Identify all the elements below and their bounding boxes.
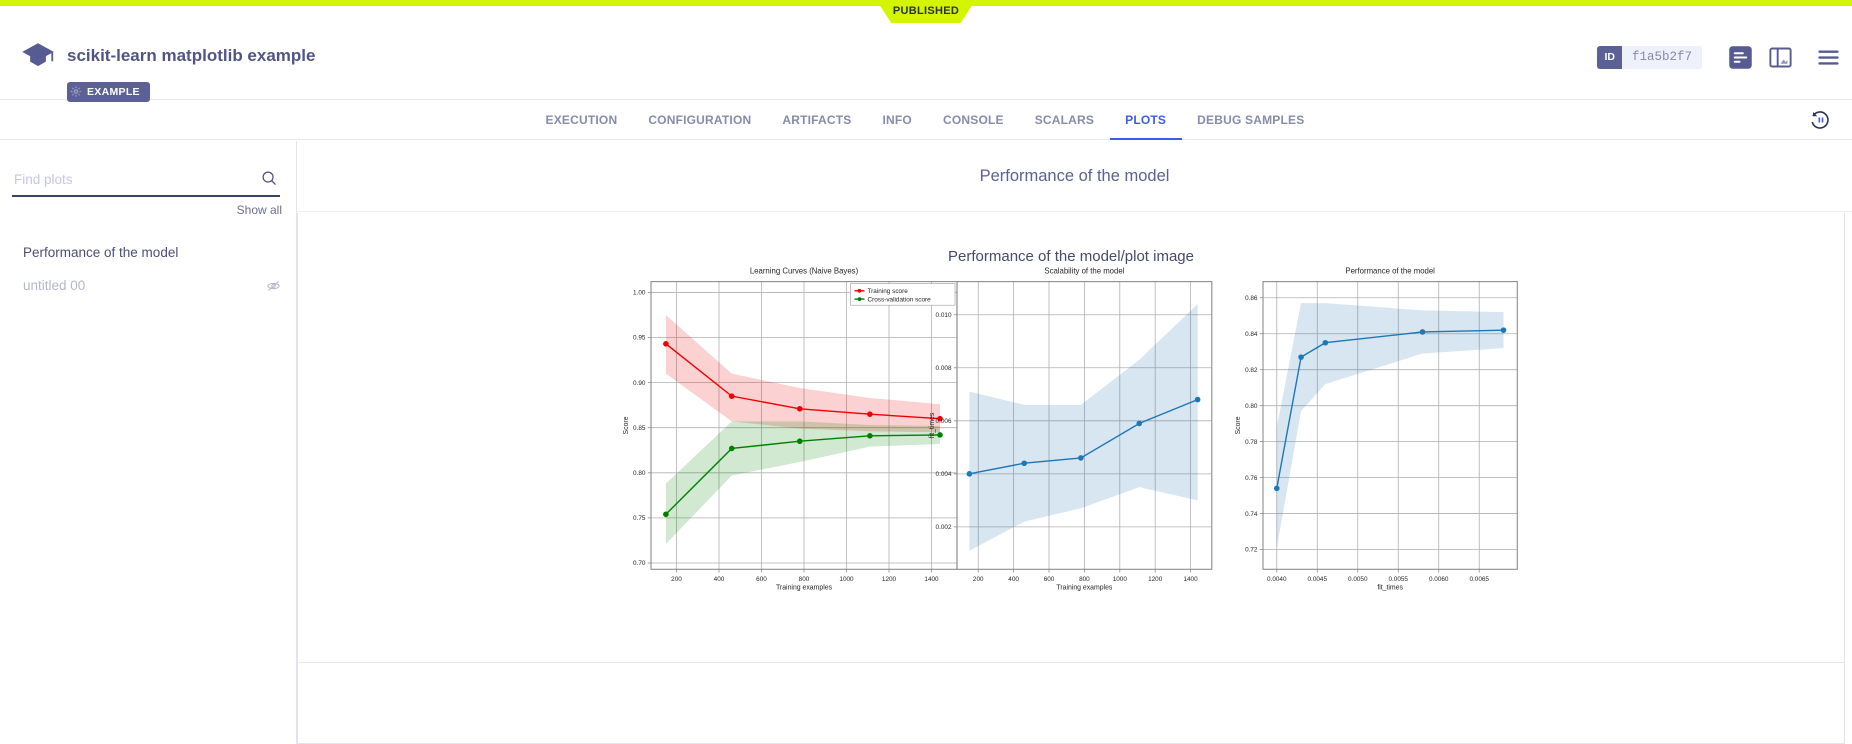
svg-text:0.76: 0.76 xyxy=(1245,475,1258,482)
svg-text:0.85: 0.85 xyxy=(633,425,646,432)
svg-text:Performance of the model: Performance of the model xyxy=(1345,267,1435,276)
svg-text:0.90: 0.90 xyxy=(633,380,646,387)
svg-text:0.86: 0.86 xyxy=(1245,295,1258,302)
svg-text:Cross-validation score: Cross-validation score xyxy=(867,296,931,303)
svg-text:0.002: 0.002 xyxy=(935,524,951,531)
svg-text:600: 600 xyxy=(1044,576,1055,583)
svg-text:Score: Score xyxy=(623,416,630,434)
svg-text:Training examples: Training examples xyxy=(776,585,833,592)
svg-text:400: 400 xyxy=(714,576,725,583)
svg-text:0.0040: 0.0040 xyxy=(1267,576,1287,583)
svg-text:Training examples: Training examples xyxy=(1056,584,1112,591)
svg-text:1.00: 1.00 xyxy=(633,290,646,297)
svg-text:0.80: 0.80 xyxy=(633,470,646,477)
svg-text:0.74: 0.74 xyxy=(1245,511,1258,518)
svg-text:0.75: 0.75 xyxy=(633,515,646,522)
svg-text:0.0065: 0.0065 xyxy=(1469,576,1489,583)
svg-text:0.84: 0.84 xyxy=(1245,331,1258,338)
svg-text:0.70: 0.70 xyxy=(633,560,646,567)
svg-text:0.95: 0.95 xyxy=(633,335,646,342)
svg-text:fit_times: fit_times xyxy=(1377,584,1403,591)
svg-text:0.0045: 0.0045 xyxy=(1307,576,1327,583)
svg-text:Score: Score xyxy=(1235,416,1242,434)
svg-text:0.010: 0.010 xyxy=(935,312,951,319)
svg-text:600: 600 xyxy=(756,576,767,583)
svg-text:200: 200 xyxy=(973,576,984,583)
svg-text:0.004: 0.004 xyxy=(935,471,951,478)
svg-text:400: 400 xyxy=(1008,576,1019,583)
svg-text:0.0060: 0.0060 xyxy=(1429,576,1449,583)
svg-text:800: 800 xyxy=(1079,576,1090,583)
svg-text:800: 800 xyxy=(799,576,810,583)
svg-text:0.72: 0.72 xyxy=(1245,547,1258,554)
svg-text:0.006: 0.006 xyxy=(935,418,951,425)
svg-text:Training score: Training score xyxy=(867,288,908,295)
svg-text:0.0055: 0.0055 xyxy=(1388,576,1408,583)
svg-text:1000: 1000 xyxy=(1113,576,1128,583)
svg-text:Learning Curves (Naive Bayes): Learning Curves (Naive Bayes) xyxy=(750,267,859,276)
svg-text:1400: 1400 xyxy=(1183,576,1198,583)
svg-text:200: 200 xyxy=(671,576,682,583)
svg-text:0.78: 0.78 xyxy=(1245,439,1258,446)
svg-text:1000: 1000 xyxy=(839,576,854,583)
svg-text:Scalability of the model: Scalability of the model xyxy=(1044,267,1124,276)
svg-text:0.80: 0.80 xyxy=(1245,403,1258,410)
svg-text:0.008: 0.008 xyxy=(935,365,951,372)
svg-text:1200: 1200 xyxy=(882,576,897,583)
svg-text:0.0050: 0.0050 xyxy=(1348,576,1368,583)
svg-text:fit_times: fit_times xyxy=(929,412,936,438)
svg-text:0.82: 0.82 xyxy=(1245,367,1258,374)
svg-text:1200: 1200 xyxy=(1148,576,1163,583)
